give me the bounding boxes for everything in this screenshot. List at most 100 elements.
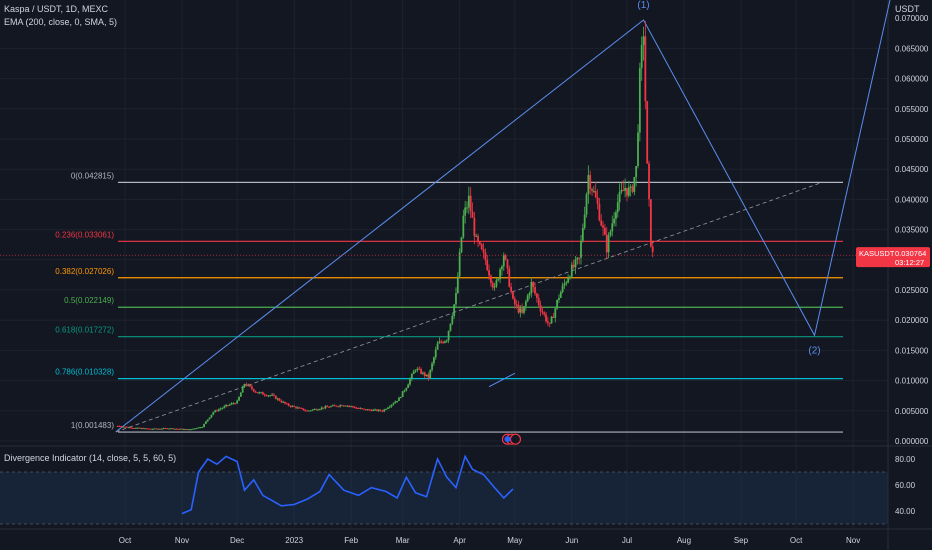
candle-body	[642, 36, 645, 45]
wave-2-label[interactable]: (2)	[808, 345, 820, 356]
candle-body	[528, 293, 531, 296]
candle-body	[615, 212, 617, 219]
candle-body	[414, 370, 417, 372]
dashed-trendline[interactable]	[115, 182, 823, 433]
candle-body	[195, 428, 198, 430]
candle-body	[374, 409, 376, 411]
candle-body	[508, 268, 511, 287]
wave-1-label[interactable]: (1)	[637, 0, 649, 11]
candle-body	[179, 428, 182, 430]
candle-body	[282, 401, 285, 403]
price-tick-label: 0.055000	[895, 105, 929, 114]
candle-body	[541, 311, 544, 313]
indicator-legend[interactable]: Divergence Indicator (14, close, 5, 5, 6…	[4, 453, 177, 463]
candle-body	[337, 406, 340, 408]
candle-body	[574, 259, 577, 268]
candle-body	[173, 428, 176, 430]
candle-body	[499, 269, 501, 280]
candle-body	[203, 423, 205, 427]
candle-body	[605, 234, 608, 253]
candle-body	[447, 330, 450, 341]
candle-body	[364, 409, 367, 411]
candle-body	[300, 407, 303, 409]
candle-body	[523, 306, 525, 313]
candle-body	[239, 392, 242, 397]
candle-body	[423, 372, 426, 376]
candle-body	[534, 287, 536, 294]
candlestick-series	[0, 20, 888, 431]
candle-body	[458, 252, 461, 277]
candle-body	[638, 68, 641, 133]
time-axis[interactable]: Oct Nov Dec 2023 Feb Mar Apr May Jun Jul Aug Sep Oct…	[119, 536, 860, 545]
candle-body	[125, 426, 128, 428]
candle-body	[539, 305, 542, 312]
candle-body	[394, 401, 397, 404]
candle-body	[249, 384, 251, 387]
price-axis[interactable]: 0.000000 0.005000 0.010000 0.015000 0.020000…	[895, 14, 929, 516]
wave-labels: (1) (2)	[501, 0, 821, 445]
trend-drawings[interactable]	[115, 0, 891, 433]
symbol-title[interactable]: Kaspa / USDT, 1D, MEXC	[4, 4, 109, 14]
candle-body	[482, 249, 485, 253]
candle-body	[289, 405, 292, 407]
time-tick-label: Aug	[677, 536, 691, 545]
candle-body	[554, 308, 557, 318]
price-tick-label: 0.010000	[895, 377, 929, 386]
candle-body	[532, 281, 535, 288]
candle-body	[486, 260, 489, 271]
candle-body	[620, 190, 623, 192]
candle-body	[451, 316, 454, 324]
candle-body	[182, 429, 185, 431]
oscillator-tick-label: 80.00	[895, 455, 916, 464]
candle-body	[567, 278, 570, 283]
candle-body	[383, 409, 386, 412]
candle-body	[646, 101, 649, 164]
candle-body	[547, 321, 549, 323]
candle-body	[296, 407, 299, 409]
candle-body	[431, 363, 433, 370]
ema-legend[interactable]: EMA (200, close, 0, SMA, 5)	[4, 17, 118, 27]
candle-body	[537, 297, 540, 306]
candle-body	[273, 394, 275, 396]
fibonacci-retracement[interactable]: 0(0.042815) 0.236(0.033061) 0.382(0.027026…	[55, 171, 843, 433]
fib-level-label: 0.382(0.027026)	[55, 267, 114, 276]
short-trend-segment[interactable]	[488, 372, 516, 388]
oscillator-tick-label: 60.00	[895, 481, 916, 490]
candle-body	[453, 304, 456, 317]
candle-body	[315, 409, 318, 411]
candle-body	[438, 341, 441, 344]
candle-body	[243, 384, 246, 387]
price-tick-label: 0.020000	[895, 316, 929, 325]
candle-body	[267, 395, 270, 397]
candle-body	[201, 426, 204, 428]
candle-body	[631, 186, 634, 192]
candle-body	[197, 427, 200, 429]
candle-body	[363, 408, 365, 410]
candle-body	[550, 316, 553, 324]
fib-level-label: 0.236(0.033061)	[55, 230, 114, 239]
candle-body	[591, 188, 593, 192]
candle-body	[333, 405, 336, 407]
candle-body	[491, 282, 494, 288]
event-marker-icon[interactable]	[509, 433, 522, 445]
candle-body	[629, 186, 632, 188]
candle-body	[596, 197, 599, 204]
candle-body	[613, 218, 615, 224]
elliott-wave-lines[interactable]	[115, 0, 891, 433]
candle-body	[504, 255, 507, 260]
divergence-line	[181, 454, 514, 515]
fib-level-label: 0.5(0.022149)	[64, 296, 114, 305]
candle-body	[317, 409, 319, 411]
candle-body	[188, 429, 191, 431]
candle-body	[409, 379, 411, 385]
candle-body	[421, 372, 424, 374]
time-tick-label: Nov	[175, 536, 189, 545]
candle-body	[269, 395, 272, 397]
price-tick-label: 0.060000	[895, 75, 929, 84]
candle-body	[256, 392, 259, 394]
candle-body	[193, 428, 196, 430]
candle-body	[502, 255, 505, 267]
candle-body	[170, 428, 172, 430]
